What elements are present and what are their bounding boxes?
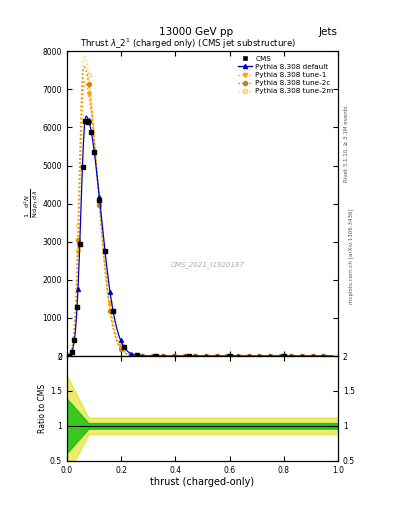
Pythia 8.308 tune-1 [76,249,81,255]
Pythia 8.308 tune-2m [81,53,86,59]
CMS [88,129,93,135]
CMS [69,349,74,355]
Pythia 8.308 default [318,353,323,359]
CMS [103,248,107,254]
Pythia 8.308 tune-1 [137,353,141,359]
CMS [135,352,140,358]
Pythia 8.308 tune-2c [137,353,141,359]
Pythia 8.308 tune-1 [309,353,314,359]
Pythia 8.308 tune-2m [330,353,335,359]
CMS [92,150,96,156]
Pythia 8.308 tune-2m [137,353,141,359]
CMS [86,119,90,125]
Text: Rivet 3.1.10, ≥ 3.1M events: Rivet 3.1.10, ≥ 3.1M events [344,105,349,182]
Pythia 8.308 tune-2c [309,353,314,359]
Text: Thrust $\lambda\_2^1$ (charged only) (CMS jet substructure): Thrust $\lambda\_2^1$ (charged only) (CM… [81,37,296,51]
CMS [281,353,286,359]
Legend: CMS, Pythia 8.308 default, Pythia 8.308 tune-1, Pythia 8.308 tune-2c, Pythia 8.3: CMS, Pythia 8.308 default, Pythia 8.308 … [235,53,336,97]
Line: CMS: CMS [66,119,286,358]
Pythia 8.308 tune-2c [330,353,335,359]
Pythia 8.308 tune-1 [81,86,86,92]
CMS [121,344,126,350]
Y-axis label: $\frac{1}{\mathrm{N}}\frac{\mathrm{d}^2N}{\mathrm{d}\,p_T\,\mathrm{d}\,\lambda}$: $\frac{1}{\mathrm{N}}\frac{\mathrm{d}^2N… [23,189,41,218]
Y-axis label: Ratio to CMS: Ratio to CMS [38,384,47,433]
Line: Pythia 8.308 tune-1: Pythia 8.308 tune-1 [67,82,332,356]
Pythia 8.308 tune-2m [82,53,87,59]
Pythia 8.308 tune-2c [76,238,81,244]
Text: mcplots.cern.ch [arXiv:1306.3436]: mcplots.cern.ch [arXiv:1306.3436] [349,208,354,304]
CMS [154,353,159,359]
Pythia 8.308 default [76,286,81,292]
Pythia 8.308 tune-2c [65,353,70,359]
Pythia 8.308 tune-2c [116,340,120,347]
Pythia 8.308 tune-2m [309,353,314,359]
Pythia 8.308 tune-1 [330,353,335,359]
Pythia 8.308 tune-1 [65,353,70,359]
Pythia 8.308 default [81,141,86,147]
Pythia 8.308 tune-1 [318,353,323,359]
CMS [67,353,72,359]
Pythia 8.308 default [309,353,314,359]
Text: 13000 GeV pp: 13000 GeV pp [160,27,233,37]
Line: Pythia 8.308 tune-2c: Pythia 8.308 tune-2c [67,67,332,356]
Pythia 8.308 tune-2c [82,64,87,70]
Line: Pythia 8.308 tune-2m: Pythia 8.308 tune-2m [67,56,332,356]
Pythia 8.308 tune-2c [318,353,323,359]
X-axis label: thrust (charged-only): thrust (charged-only) [151,477,254,487]
CMS [227,353,232,359]
CMS [83,118,88,124]
Text: CMS_2021_I1920187: CMS_2021_I1920187 [171,261,245,268]
Pythia 8.308 tune-1 [116,337,120,343]
CMS [72,337,77,344]
CMS [77,241,82,247]
Pythia 8.308 default [330,353,335,359]
Pythia 8.308 tune-2c [81,66,86,72]
CMS [75,304,79,310]
Pythia 8.308 default [65,353,70,359]
Pythia 8.308 tune-2m [318,353,323,359]
CMS [187,353,191,359]
Text: Jets: Jets [319,27,338,37]
CMS [97,197,102,203]
Pythia 8.308 tune-2m [65,353,70,359]
Pythia 8.308 tune-2m [116,341,120,347]
Pythia 8.308 default [84,113,88,119]
Pythia 8.308 default [137,353,141,359]
Pythia 8.308 tune-1 [82,79,87,85]
Pythia 8.308 default [116,330,120,336]
Pythia 8.308 tune-2m [76,222,81,228]
CMS [110,308,115,314]
CMS [80,164,85,170]
Line: Pythia 8.308 default: Pythia 8.308 default [67,116,332,356]
